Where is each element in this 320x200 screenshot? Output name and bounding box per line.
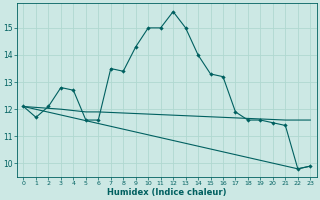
X-axis label: Humidex (Indice chaleur): Humidex (Indice chaleur) [107, 188, 227, 197]
